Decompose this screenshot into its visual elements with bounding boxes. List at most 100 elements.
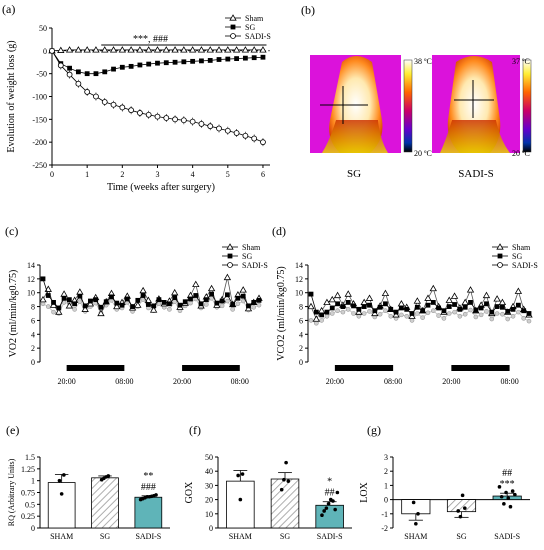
a-point-sadi-s <box>119 104 126 111</box>
d-point-sadi-s <box>446 311 452 316</box>
d-point-sg <box>398 305 404 311</box>
c-legend-label: Sham <box>242 243 261 252</box>
c-point-sham <box>207 284 216 292</box>
d-point-sadi-s <box>340 309 346 315</box>
c-point-sg <box>56 305 62 311</box>
d-point-sham <box>397 299 406 307</box>
d-x-tick-label: 08:00 <box>384 377 402 386</box>
d-point-sg <box>468 300 473 305</box>
d-x-tick-label: 08:00 <box>500 377 518 386</box>
d-point-sg <box>345 300 351 305</box>
a-point-sham <box>101 46 109 53</box>
a-legend-marker <box>230 24 236 30</box>
a-x-tick-label: 6 <box>261 170 265 179</box>
c-point-sg <box>130 304 135 309</box>
a-point-sadi-s <box>260 139 266 146</box>
f-significance-label: ## <box>325 488 335 499</box>
a-point-sham <box>215 46 223 53</box>
a-point-sadi-s <box>75 80 82 87</box>
f-data-point <box>335 490 340 495</box>
c-point-sadi-s <box>204 302 209 307</box>
a-point-sg <box>251 55 257 61</box>
c-point-sg <box>93 297 99 303</box>
a-point-sadi-s <box>224 127 231 134</box>
a-y-axis-label: Evolution of weight loss (g) <box>6 40 17 152</box>
a-point-sadi-s <box>110 101 117 108</box>
f-data-point <box>320 513 324 518</box>
d-point-sham <box>333 291 342 299</box>
c-point-sg <box>161 300 167 305</box>
a-x-tick-label: 5 <box>226 170 230 179</box>
e-data-point <box>106 474 111 478</box>
f-data-point <box>326 502 331 506</box>
d-point-sadi-s <box>430 308 436 314</box>
a-x-axis-label: Time (weeks after surgery) <box>107 182 215 193</box>
d-point-sg <box>404 306 410 312</box>
e-y-tick-label: 1 <box>31 477 35 486</box>
g-data-point <box>460 493 465 498</box>
g-data-point <box>504 490 508 495</box>
a-point-sadi-s <box>137 110 143 116</box>
c-point-sg <box>77 293 83 299</box>
d-point-sg <box>505 309 511 314</box>
d-point-sham <box>365 294 374 301</box>
f-y-tick-label: 30 <box>205 481 213 490</box>
d-point-sadi-s <box>329 311 335 316</box>
c-point-sadi-s <box>235 301 241 307</box>
e-bar-sadi-s <box>134 496 163 529</box>
a-point-sg <box>181 59 187 65</box>
e-y-tick-label: 0.75 <box>21 489 35 498</box>
a-point-sadi-s <box>233 130 240 136</box>
g-bar-sg <box>446 499 477 513</box>
g-data-point <box>458 514 463 519</box>
f-data-point <box>282 477 286 482</box>
d-point-sadi-s <box>388 313 394 319</box>
c-y-tick-label: 10 <box>27 289 35 298</box>
e-y-tick-label: 0 <box>31 524 35 533</box>
a-point-sham <box>224 46 232 53</box>
a-point-sham <box>241 46 250 53</box>
a-point-sadi-s <box>198 121 205 127</box>
thermal-min-sg: 20 ºC <box>414 149 432 158</box>
c-point-sg <box>251 300 257 305</box>
a-point-sham <box>162 46 170 53</box>
g-data-point <box>497 485 502 489</box>
d-point-sadi-s <box>478 312 484 318</box>
d-point-sadi-s <box>510 313 516 319</box>
a-point-sham <box>188 46 197 53</box>
d-point-sg <box>489 309 495 315</box>
d-point-sg <box>526 311 532 316</box>
d-point-sg <box>329 305 335 311</box>
c-point-sg <box>198 301 204 307</box>
a-point-sham <box>74 46 83 53</box>
a-y-tick-label: -100 <box>32 93 47 102</box>
c-point-sg <box>230 302 236 307</box>
a-point-sg <box>128 63 134 69</box>
d-point-sg <box>351 303 356 309</box>
c-point-sg <box>51 300 56 305</box>
c-point-sham <box>60 290 68 297</box>
d-y-axis-label: VCO2 (ml/min/kg0.75) <box>276 266 287 360</box>
c-point-sg <box>109 294 114 300</box>
a-point-sham <box>250 46 258 53</box>
c-point-sg <box>256 297 262 303</box>
d-point-sadi-s <box>462 311 468 317</box>
d-point-sg <box>494 304 500 309</box>
a-point-sg <box>93 71 99 77</box>
e-x-tick-label: SHAM <box>50 532 73 541</box>
thermal-caption-sadi: SADI-S <box>458 168 493 180</box>
a-point-sg <box>163 60 169 66</box>
a-point-sham <box>57 46 65 53</box>
f-y-tick-label: 0 <box>209 524 213 533</box>
c-point-sham <box>144 296 153 303</box>
a-x-tick-label: 4 <box>191 170 195 179</box>
a-point-sadi-s <box>163 115 170 121</box>
a-y-tick-label: -250 <box>32 161 47 170</box>
g-y-tick-label: -2 <box>381 524 388 533</box>
panel-label-d: (d) <box>272 224 286 238</box>
c-point-sham <box>65 302 74 309</box>
a-point-sham <box>153 46 162 53</box>
d-point-sadi-s <box>345 307 351 312</box>
a-y-tick-label: -200 <box>32 138 47 147</box>
